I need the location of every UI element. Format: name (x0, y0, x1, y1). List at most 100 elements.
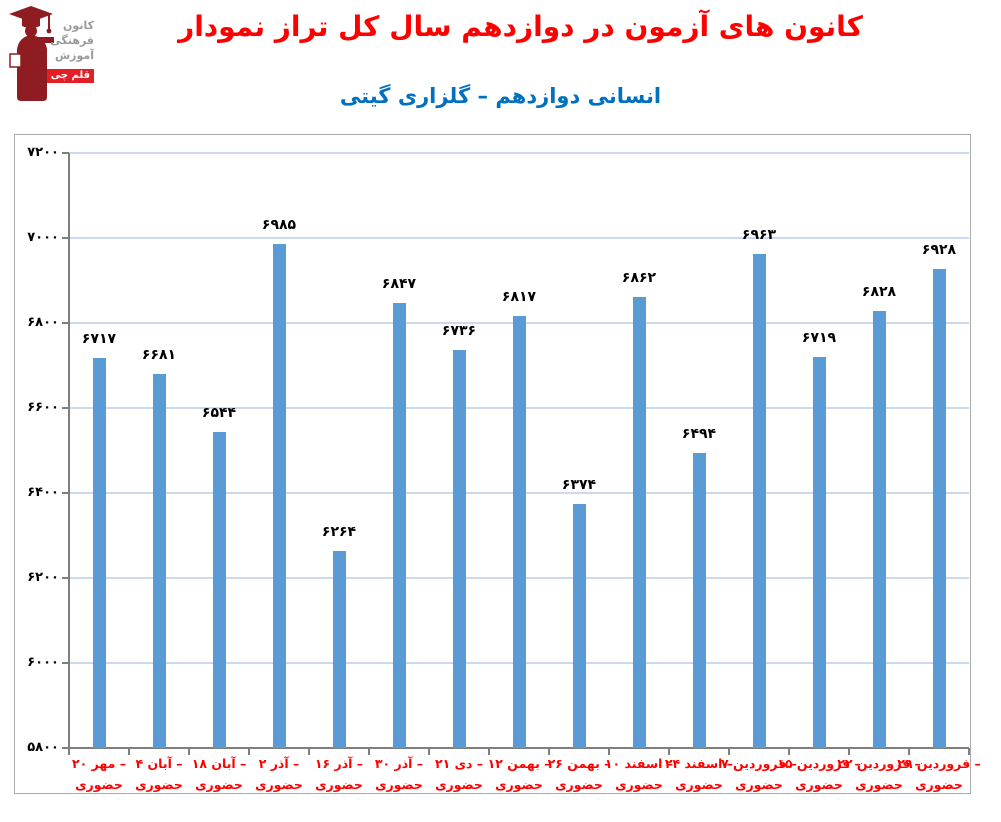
x-axis-tick (368, 748, 370, 755)
bar (452, 350, 466, 748)
x-axis-label-mode: ‎حضوری‎ (195, 777, 243, 792)
y-axis-label: ۶۲۰۰ (27, 570, 59, 585)
bar-value-label: ۶۷۱۹ (801, 330, 837, 347)
x-axis-label-mode: ‎حضوری‎ (435, 777, 483, 792)
y-axis-tick (62, 152, 69, 154)
x-axis-tick (848, 748, 850, 755)
x-axis-label-date: ‎۲۲‎ ‎فروردین‎ ‎–‎ (837, 756, 921, 771)
x-axis-tick (728, 748, 730, 755)
bar (812, 357, 826, 748)
y-axis-label: ۵۸۰۰ (27, 740, 59, 755)
x-axis-label-date: ‎۳۰‎ ‎آذر‎ ‎–‎ (374, 756, 424, 771)
x-axis-label-mode: ‎حضوری‎ (555, 777, 603, 792)
bar (572, 504, 586, 748)
y-axis-label: ۷۲۰۰ (27, 145, 59, 160)
x-axis-label-date: ‎۱۰‎ ‎اسفند‎ ‎–‎ (604, 756, 674, 771)
logo-badge: قلم چی (46, 69, 94, 83)
bar (272, 244, 286, 748)
y-axis-tick (62, 492, 69, 494)
bar-value-label: ۶۶۸۱ (141, 346, 177, 363)
x-axis-label-date: ‎۱۵‎ ‎فروردین‎ ‎–‎ (777, 756, 861, 771)
x-axis-tick (788, 748, 790, 755)
y-axis-line (68, 153, 70, 748)
x-axis-label-date: ‎۱۸‎ ‎آبان‎ ‎–‎ (191, 756, 247, 771)
y-axis-tick (62, 662, 69, 664)
graduate-icon (9, 6, 54, 101)
chart-title: ‎نمودار‎ ‎تراز‎ ‎کل‎ ‎سال‎ ‎دوازدهم‎ ‎در… (178, 10, 863, 43)
x-axis-label-mode: ‎حضوری‎ (675, 777, 723, 792)
y-axis-label: ۷۰۰۰ (27, 230, 59, 245)
bar (332, 550, 346, 748)
x-axis-label-date: ‎۲۶‎ ‎بهمن‎ ‎–‎ (547, 756, 611, 771)
bar-value-label: ۶۹۶۳ (741, 226, 777, 243)
x-axis-label-mode: ‎حضوری‎ (255, 777, 303, 792)
x-axis-tick (128, 748, 130, 755)
bar-value-label: ۶۹۲۸ (921, 241, 957, 258)
y-axis-tick (62, 407, 69, 409)
gridline (69, 237, 969, 239)
x-axis-label-date: ‎۷‎ ‎فروردین‎ ‎–‎ (721, 756, 797, 771)
bar-value-label: ۶۸۱۷ (501, 288, 537, 305)
bar (872, 311, 886, 748)
bar (212, 431, 226, 748)
x-axis-label-mode: ‎حضوری‎ (495, 777, 543, 792)
bar-value-label: ۶۷۱۷ (81, 331, 117, 348)
x-axis-tick (248, 748, 250, 755)
bar-value-label: ۶۸۶۲ (621, 269, 657, 286)
bar-value-label: ۶۳۷۴ (561, 477, 597, 494)
x-axis-label-mode: ‎حضوری‎ (795, 777, 843, 792)
gridline (69, 152, 969, 154)
bar (92, 358, 106, 748)
x-axis-label-date: ‎۱۲‎ ‎بهمن‎ ‎–‎ (487, 756, 551, 771)
y-axis-tick (62, 747, 69, 749)
y-axis-tick (62, 237, 69, 239)
x-axis-tick (428, 748, 430, 755)
bar-value-label: ۶۹۸۵ (261, 217, 297, 234)
x-axis-tick (68, 748, 70, 755)
bar-value-label: ۶۵۴۴ (201, 404, 237, 421)
x-axis-label-date: ‎۲۰‎ ‎مهر‎ ‎–‎ (71, 756, 126, 771)
x-axis-tick (608, 748, 610, 755)
bar (932, 268, 946, 748)
x-axis-label-mode: ‎حضوری‎ (375, 777, 423, 792)
x-axis-label-date: ‎۴‎ ‎آبان‎ ‎–‎ (135, 756, 183, 771)
x-axis-tick (308, 748, 310, 755)
bar-value-label: ۶۴۹۴ (681, 426, 717, 443)
bar (692, 453, 706, 748)
chart-subtitle: ‎گیتی‎ ‎گلزاری‎ ‎–‎ ‎دوازدهم‎ ‎انسانی‎ (339, 84, 662, 108)
y-axis-label: ۶۶۰۰ (27, 400, 59, 415)
bar-value-label: ۶۸۲۸ (861, 284, 897, 301)
x-axis-label-mode: ‎حضوری‎ (615, 777, 663, 792)
bar-value-label: ۶۲۶۴ (321, 523, 357, 540)
x-axis-label-mode: ‎حضوری‎ (915, 777, 963, 792)
y-axis-tick (62, 322, 69, 324)
x-axis-tick (548, 748, 550, 755)
x-axis-label-date: ‎۱۶‎ ‎آذر‎ ‎–‎ (314, 756, 364, 771)
chart-area: ۷۲۰۰ ۷۰۰۰ ۶۸۰۰ ۶۶۰۰ ۶۴۰۰ ۶۲۰۰ ۶۰۰۰ ۵۸۰۰ ۶۷۱۷ ‎۲۰‎… (14, 134, 981, 794)
x-axis-tick (668, 748, 670, 755)
x-axis-label-mode: ‎حضوری‎ (735, 777, 783, 792)
bar (752, 253, 766, 748)
x-axis-label-date: ‎۲۱‎ ‎دی‎ ‎–‎ (434, 756, 484, 771)
x-axis-label-mode: ‎حضوری‎ (315, 777, 363, 792)
x-axis-tick (488, 748, 490, 755)
x-axis-label-mode: ‎حضوری‎ (135, 777, 183, 792)
bar (392, 303, 406, 748)
x-axis-line (68, 747, 969, 749)
logo-text-line: آموزش (55, 49, 94, 62)
y-axis-label: ۶۴۰۰ (27, 485, 59, 500)
bar (632, 296, 646, 748)
x-axis-tick (908, 748, 910, 755)
x-axis-tick (968, 748, 970, 755)
x-axis-label-mode: ‎حضوری‎ (75, 777, 123, 792)
logo-text-line: فرهنگی (50, 34, 94, 47)
logo-text: کانون فرهنگی آموزش قلم چی (46, 18, 94, 83)
x-axis-label-date: ‎۲‎ ‎آذر‎ ‎–‎ (258, 756, 300, 771)
bar-value-label: ۶۷۳۶ (441, 323, 477, 340)
kanoon-logo: کانون فرهنگی آموزش قلم چی (8, 4, 94, 106)
y-axis-label: ۶۰۰۰ (27, 655, 59, 670)
x-axis-label-date: ‎۲۴‎ ‎اسفند‎ ‎–‎ (664, 756, 734, 771)
y-axis-label: ۶۸۰۰ (27, 315, 59, 330)
logo-text-line: کانون (63, 19, 94, 32)
